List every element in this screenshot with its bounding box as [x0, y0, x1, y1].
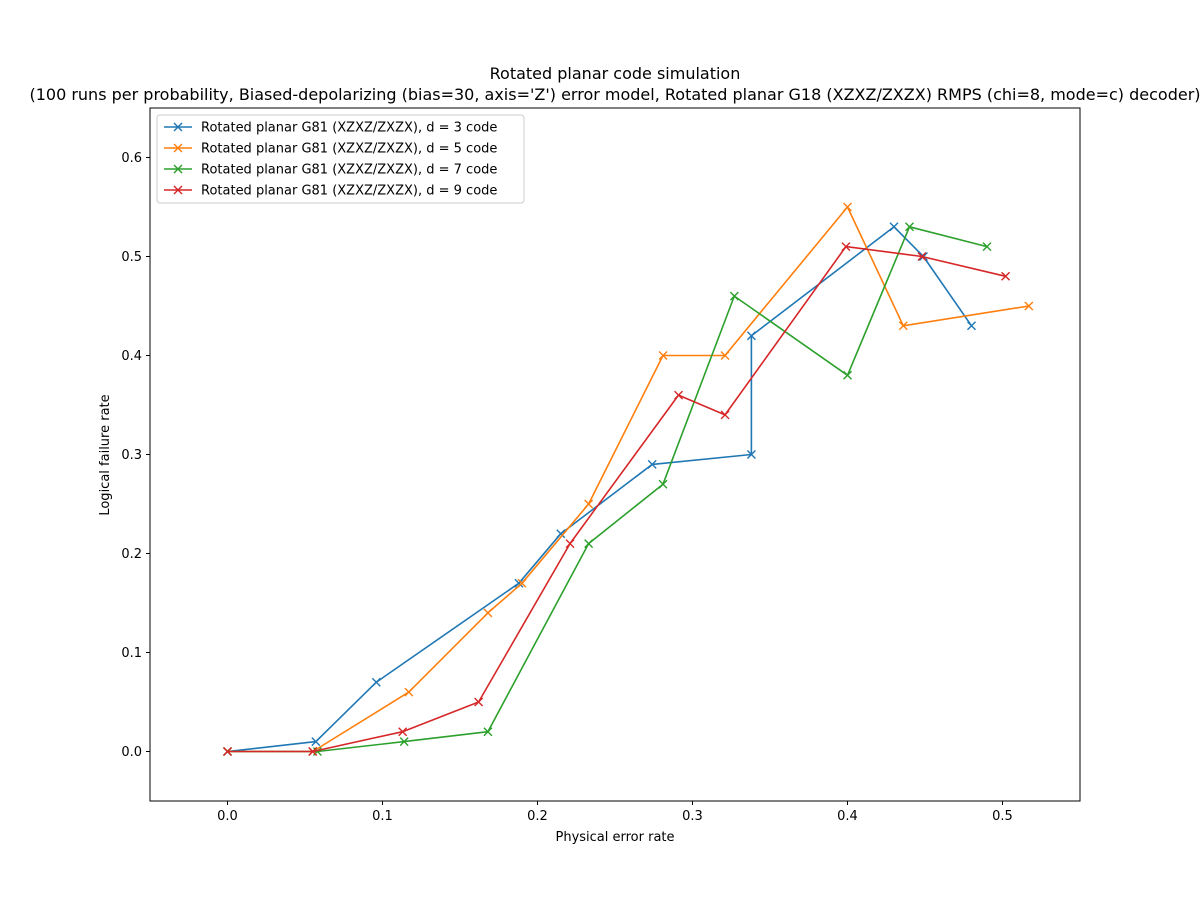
series-line [227, 226, 988, 753]
data-point-marker [746, 450, 756, 459]
x-tick-label: 0.3 [682, 809, 703, 824]
data-point-marker [905, 222, 914, 232]
y-axis-label: Logical failure rate [98, 394, 113, 515]
data-point-marker [917, 252, 927, 261]
data-point-marker [404, 687, 414, 697]
y-tick-label: 0.3 [121, 448, 142, 463]
data-point-marker [223, 747, 232, 756]
y-tick-label: 0.0 [121, 745, 142, 760]
data-point-marker [720, 410, 730, 420]
data-point-marker [556, 529, 566, 539]
data-point-marker [843, 202, 852, 212]
data-point-marker [1001, 271, 1011, 281]
legend-entry: Rotated planar G81 (XZXZ/ZXZX), d = 9 co… [164, 184, 497, 199]
y-axis-ticks: 0.0 0.1 0.2 0.3 0.4 0.5 0.6 [121, 151, 150, 760]
legend-label: Rotated planar G81 (XZXZ/ZXZX), d = 9 co… [201, 184, 497, 199]
data-point-marker [982, 242, 992, 252]
data-point-marker [584, 499, 594, 509]
data-point-marker [898, 321, 908, 331]
series-line [227, 245, 1006, 753]
data-point-marker [658, 351, 668, 360]
x-tick-label: 0.4 [837, 809, 858, 824]
data-point-marker [1024, 301, 1034, 311]
data-point-marker [483, 727, 493, 737]
x-axis-ticks: 0.0 0.1 0.2 0.3 0.4 0.5 [217, 801, 1013, 824]
data-point-marker [474, 697, 484, 707]
data-point-marker [674, 390, 684, 400]
data-point-marker [514, 578, 524, 588]
data-point-marker [967, 321, 976, 331]
legend-marker [173, 143, 183, 153]
data-point-marker [647, 459, 657, 469]
legend-marker [173, 122, 183, 132]
legend-box [156, 114, 525, 204]
legend-marker [173, 164, 183, 174]
data-point-marker [517, 578, 527, 588]
chart-title: Rotated planar code simulation [490, 64, 741, 83]
data-point-marker [399, 737, 409, 747]
data-point-marker [371, 677, 381, 687]
data-point-marker [565, 539, 575, 549]
chart-subtitle: (100 runs per probability, Biased-depola… [29, 85, 1200, 104]
data-point-marker [720, 351, 730, 360]
x-tick-label: 0.5 [992, 809, 1013, 824]
legend-entry: Rotated planar G81 (XZXZ/ZXZX), d = 5 co… [164, 142, 497, 157]
y-tick-label: 0.4 [121, 349, 142, 364]
data-point-marker [729, 291, 739, 301]
data-point-marker [889, 222, 899, 232]
data-point-marker [841, 242, 851, 252]
legend-entry: Rotated planar G81 (XZXZ/ZXZX), d = 7 co… [164, 163, 497, 178]
legend-label: Rotated planar G81 (XZXZ/ZXZX), d = 3 co… [201, 121, 497, 136]
x-tick-label: 0.2 [527, 809, 548, 824]
x-tick-label: 0.1 [372, 809, 393, 824]
series-4 [223, 242, 1011, 756]
data-point-marker [398, 727, 408, 737]
plot-area [149, 107, 1081, 802]
data-point-marker [308, 747, 318, 756]
series-layer [223, 202, 1034, 756]
x-tick-label: 0.0 [217, 809, 238, 824]
legend-entry: Rotated planar G81 (XZXZ/ZXZX), d = 3 co… [164, 121, 497, 136]
series-2 [223, 202, 1034, 756]
data-point-marker [483, 608, 493, 618]
data-point-marker [584, 539, 594, 549]
y-tick-label: 0.1 [121, 646, 142, 661]
legend-label: Rotated planar G81 (XZXZ/ZXZX), d = 5 co… [201, 142, 497, 157]
y-tick-label: 0.5 [121, 250, 142, 265]
legend-marker [173, 185, 183, 195]
y-tick-label: 0.6 [121, 151, 142, 166]
legend-label: Rotated planar G81 (XZXZ/ZXZX), d = 7 co… [201, 163, 497, 178]
y-tick-label: 0.2 [121, 547, 142, 562]
x-axis-label: Physical error rate [555, 830, 674, 845]
data-point-marker [746, 331, 756, 341]
data-point-marker [843, 370, 852, 380]
data-point-marker [658, 479, 668, 489]
data-point-marker [311, 737, 321, 747]
series-3 [223, 222, 992, 756]
chart-legend: Rotated planar G81 (XZXZ/ZXZX), d = 3 co… [156, 114, 525, 204]
